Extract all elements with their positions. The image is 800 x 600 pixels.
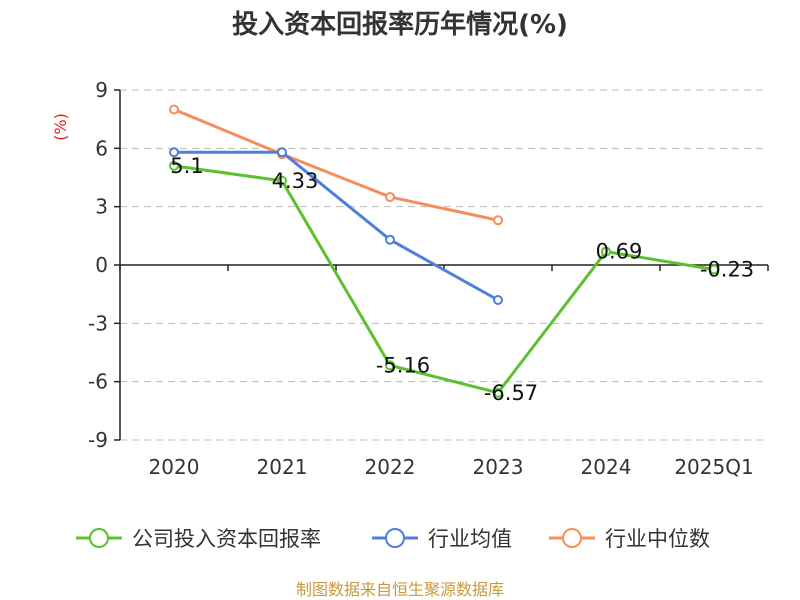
data-point	[277, 147, 287, 158]
legend-marker	[385, 528, 405, 548]
data-point	[709, 264, 719, 275]
series-line	[174, 150, 499, 302]
x-tick-label: 2022	[365, 455, 416, 479]
legend: 公司投入资本回报率 行业均值 行业中位数	[76, 527, 710, 551]
data-point	[169, 104, 179, 115]
series-lines	[169, 104, 719, 398]
data-label: 4.33	[272, 169, 319, 193]
legend-marker	[562, 528, 582, 548]
y-tick-label: 0	[95, 253, 108, 277]
data-point	[277, 175, 287, 186]
data-point	[493, 387, 503, 398]
y-axis-unit-label: (%)	[51, 113, 70, 141]
data-point	[169, 147, 179, 158]
x-tick-label: 2023	[473, 455, 524, 479]
grid-lines	[120, 89, 768, 441]
y-tick-label: 9	[95, 78, 108, 102]
y-tick-label: -3	[88, 311, 108, 335]
data-point	[601, 246, 611, 257]
x-tick-label: 2024	[581, 455, 632, 479]
legend-label: 行业中位数	[605, 527, 710, 551]
x-tick-label: 2025Q1	[674, 455, 753, 479]
legend-label: 公司投入资本回报率	[132, 527, 321, 551]
data-point	[385, 234, 395, 245]
data-point	[385, 191, 395, 202]
data-labels: 5.1 4.33 -5.16 -6.57 0.69 -0.23	[170, 154, 754, 405]
legend-marker	[89, 528, 109, 548]
chart-title: 投入资本回报率历年情况(%)	[232, 9, 568, 40]
data-point	[493, 215, 503, 226]
y-tick-label: -6	[88, 370, 108, 394]
x-tick-label: 2020	[149, 455, 200, 479]
y-tick-label: 3	[95, 195, 108, 219]
series-line	[173, 108, 499, 222]
legend-label: 行业均值	[428, 527, 512, 551]
data-label: 0.69	[596, 240, 643, 264]
legend-item[interactable]: 公司投入资本回报率	[76, 527, 321, 551]
y-tick-label: -9	[88, 428, 108, 452]
axes: 9 6 3 0 -3 -6 -9 2020 2021 2022 2023 2024 2025Q1	[88, 78, 769, 479]
data-point	[169, 160, 179, 171]
legend-item[interactable]: 行业均值	[372, 527, 512, 551]
y-tick-label: 6	[95, 136, 108, 160]
data-label: -5.16	[376, 353, 430, 377]
legend-item[interactable]: 行业中位数	[549, 527, 710, 551]
data-point	[493, 295, 503, 305]
source-note: 制图数据来自恒生聚源数据库	[296, 580, 504, 599]
data-label: 5.1	[170, 154, 203, 178]
data-label: -0.23	[700, 257, 754, 281]
series-line	[173, 164, 715, 395]
x-tick-label: 2021	[257, 455, 308, 479]
data-label: -6.57	[484, 381, 538, 405]
data-point	[385, 360, 395, 371]
